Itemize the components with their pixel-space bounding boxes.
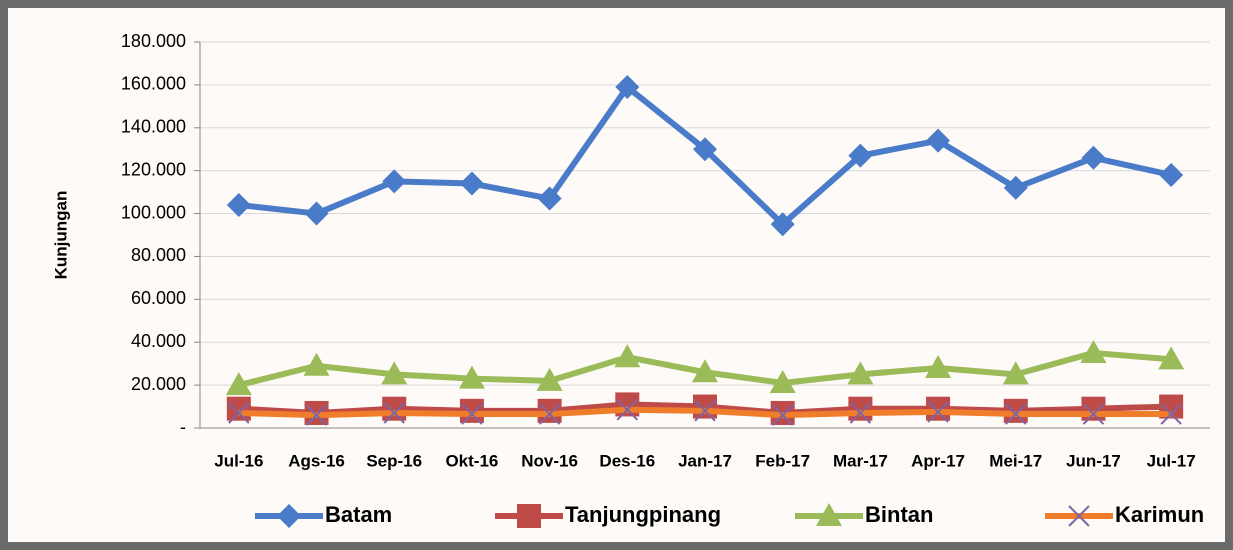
y-tick-label: 160.000 [121, 74, 186, 94]
legend-label: Tanjungpinang [565, 502, 721, 527]
data-point [382, 397, 406, 421]
data-point [693, 395, 717, 419]
x-tick-label: Des-16 [599, 451, 655, 470]
x-tick-label: Okt-16 [445, 451, 498, 470]
y-tick-label: 60.000 [131, 288, 186, 308]
x-tick-label: Apr-17 [911, 451, 965, 470]
x-tick-label: Jan-17 [678, 451, 732, 470]
data-point [1081, 397, 1105, 421]
x-tick-label: Jun-17 [1066, 451, 1121, 470]
y-tick-label: 40.000 [131, 331, 186, 351]
x-tick-label: Jul-17 [1147, 451, 1196, 470]
x-tick-label: Feb-17 [755, 451, 810, 470]
data-point [227, 397, 251, 421]
y-tick-label: 120.000 [121, 159, 186, 179]
x-tick-label: Sep-16 [366, 451, 422, 470]
y-axis-label: Kunjungan [51, 191, 70, 280]
y-tick-label: 20.000 [131, 374, 186, 394]
chart: Kunjungan - 20.000 40.000 60.000 80.000 100.0… [0, 0, 1233, 550]
data-point [460, 399, 484, 423]
legend-label: Bintan [865, 502, 933, 527]
x-tick-label: Ags-16 [288, 451, 345, 470]
y-tick-label: 80.000 [131, 245, 186, 265]
x-tick-label: Jul-16 [214, 451, 263, 470]
legend-marker [517, 504, 541, 528]
x-tick-label: Mei-17 [989, 451, 1042, 470]
y-tick-label: 100.000 [121, 202, 186, 222]
x-tick-label: Mar-17 [833, 451, 888, 470]
y-tick-label: 180.000 [121, 31, 186, 51]
y-tick-label: - [180, 417, 186, 437]
data-point [926, 397, 950, 421]
y-tick-label: 140.000 [121, 117, 186, 137]
data-point [848, 397, 872, 421]
legend-label: Batam [325, 502, 392, 527]
legend-label: Karimun [1115, 502, 1204, 527]
x-tick-label: Nov-16 [521, 451, 578, 470]
